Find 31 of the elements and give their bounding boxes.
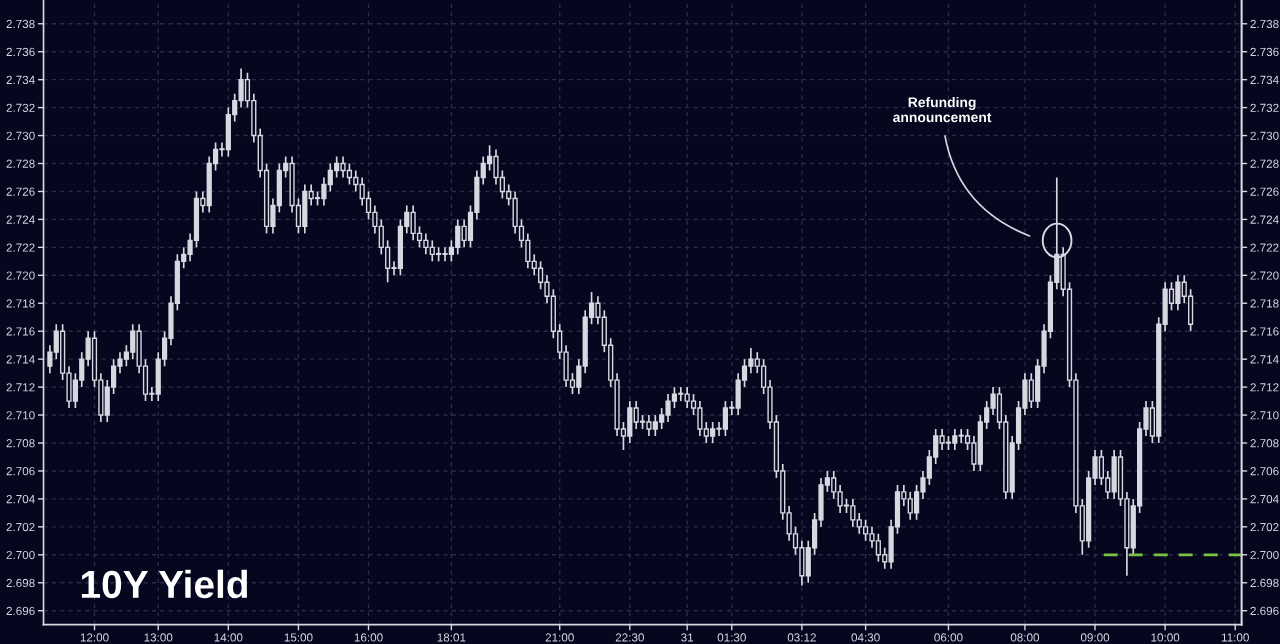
text: 10Y Yield (81, 569, 248, 599)
candlestick (875, 533, 881, 563)
candlestick (461, 218, 467, 249)
candlestick (939, 428, 945, 451)
candlestick (958, 428, 964, 444)
candlestick (130, 323, 136, 360)
candlestick (652, 414, 658, 437)
candlestick (684, 386, 690, 409)
candlestick (952, 428, 958, 451)
candlestick (627, 400, 633, 444)
candlestick (410, 204, 416, 242)
candlestick (665, 393, 671, 423)
candlestick (633, 400, 639, 430)
candlestick (302, 183, 308, 235)
candlestick (346, 162, 353, 186)
candlestick (907, 491, 913, 521)
candlestick (710, 421, 716, 444)
candlestick (455, 218, 461, 256)
candlestick (340, 155, 346, 179)
candlestick (1175, 274, 1181, 312)
candlestick (646, 414, 652, 437)
candlestick (722, 400, 729, 437)
candlestick (429, 239, 435, 263)
candlestick (423, 232, 429, 256)
candlestick (862, 519, 869, 542)
candlestick (697, 400, 703, 437)
candlestick (1028, 372, 1034, 409)
candlestick (442, 246, 448, 263)
candlestick (678, 386, 684, 402)
candlestick (1111, 449, 1117, 500)
candlestick (850, 498, 856, 528)
